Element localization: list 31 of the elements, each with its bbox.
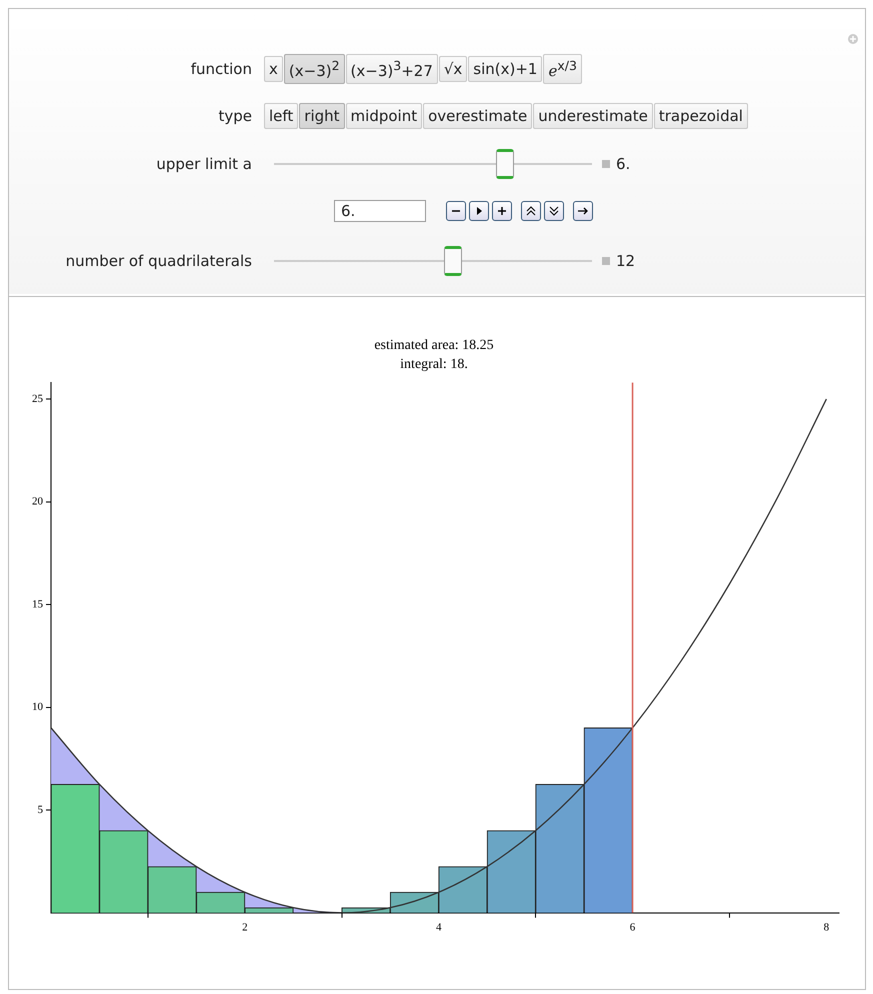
y-tick-label: 10 (32, 701, 44, 714)
y-tick-label: 15 (32, 598, 44, 610)
chart-subtitle: integral: 18. (400, 356, 468, 372)
text: sin(x)+1 (468, 56, 542, 82)
y-tick-label: 20 (32, 496, 44, 508)
x-tick-label: 2 (242, 921, 248, 934)
text: (x−3)$^{3}$+27 (346, 54, 438, 84)
x-tick-label: 4 (436, 921, 442, 934)
x-tick-label: 8 (824, 921, 830, 934)
y-tick-label: 5 (38, 804, 44, 816)
text: midpoint (346, 103, 422, 129)
text: number of quadrilaterals (64, 252, 253, 270)
text: 6. (616, 155, 630, 173)
text: 6. (334, 200, 426, 222)
x-tick-label: 6 (630, 921, 636, 934)
text: (x−3)$^{2}$ (284, 54, 345, 84)
line-series (51, 398, 828, 913)
text: right (299, 103, 345, 129)
text: overestimate (423, 103, 532, 129)
text: underestimate (533, 103, 653, 129)
text: trapezoidal (654, 103, 748, 129)
text: 12 (616, 252, 636, 270)
text: x (264, 56, 283, 82)
chart-title: estimated area: 18.25 (374, 338, 494, 354)
text: left (264, 103, 298, 129)
text: √x (438, 56, 468, 82)
text: type (217, 107, 253, 125)
y-tick-label: 25 (32, 392, 44, 405)
text: ℯ$^{x/3}$ (543, 54, 582, 84)
text: upper limit a (155, 155, 253, 173)
text: function (190, 60, 253, 78)
